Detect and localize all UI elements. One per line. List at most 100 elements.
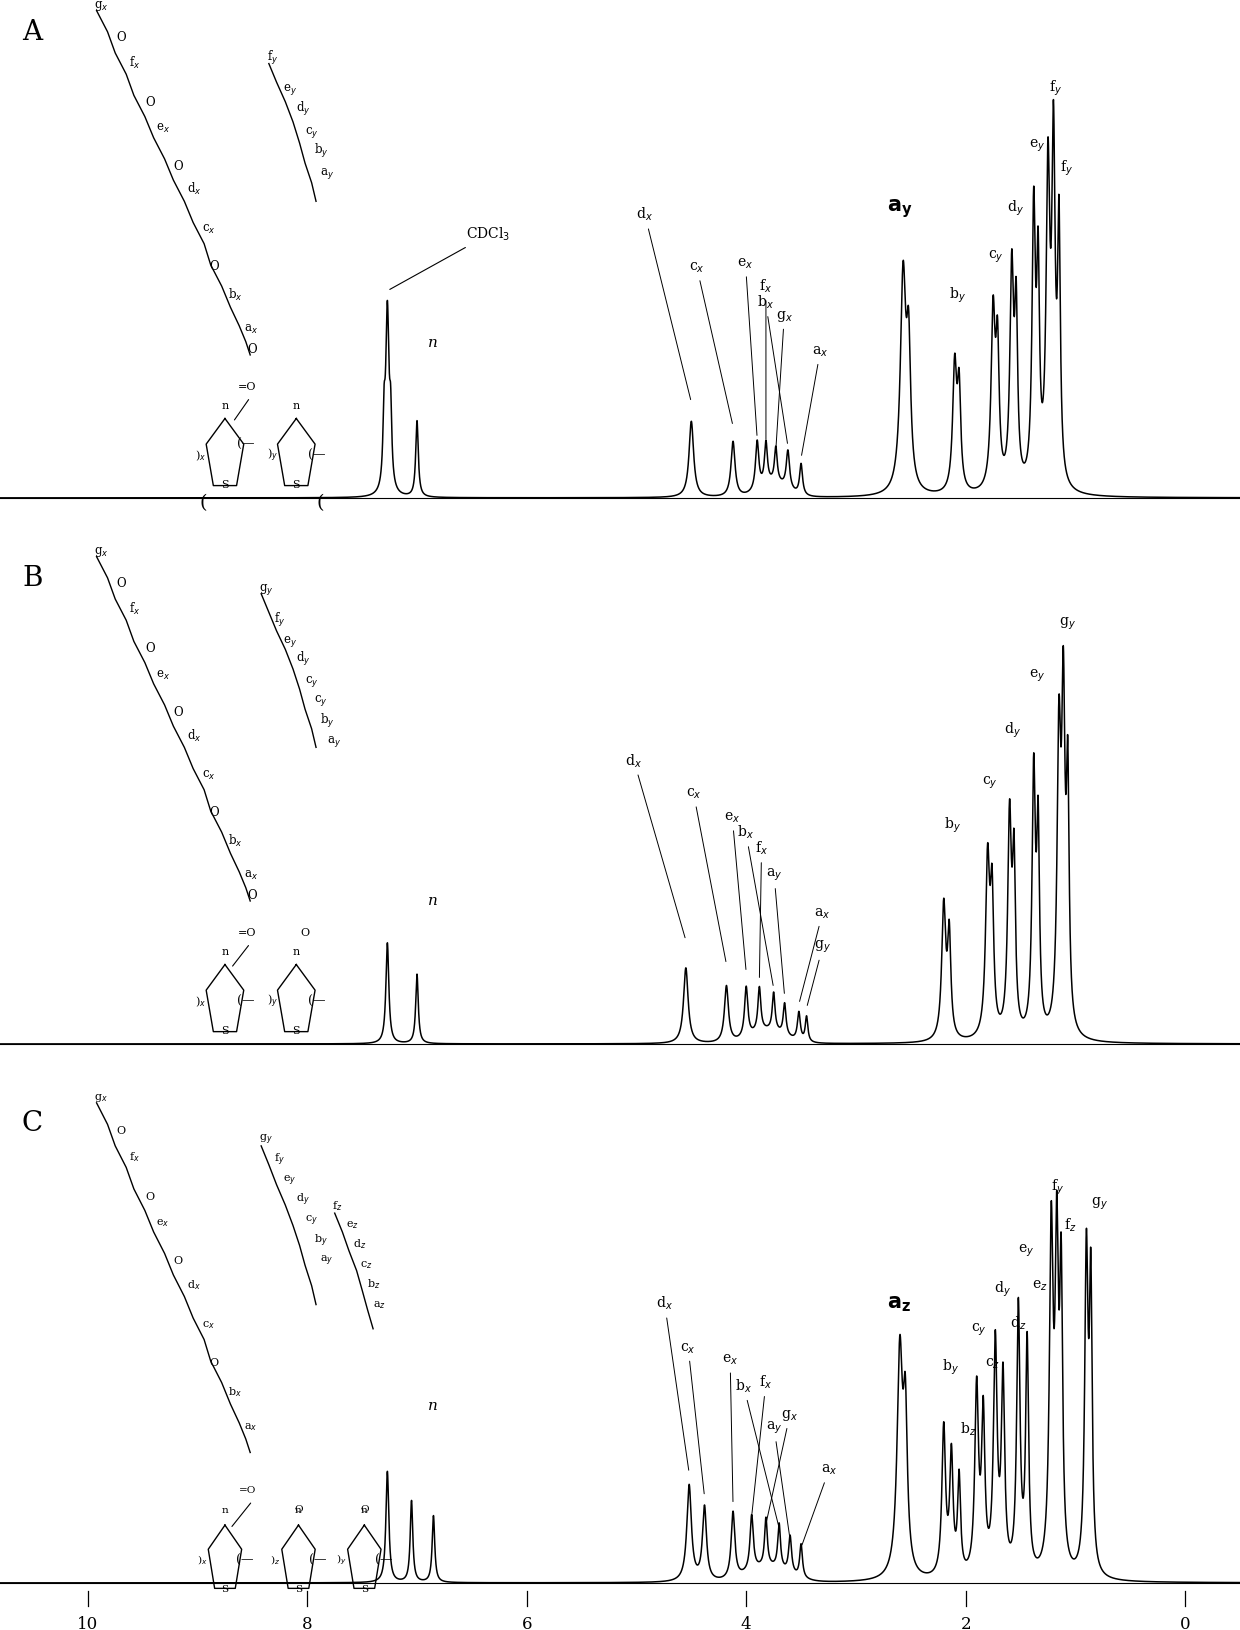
Text: c$_y$: c$_y$ xyxy=(987,249,1003,266)
Text: e$_y$: e$_y$ xyxy=(1029,137,1045,153)
Text: c$_y$: c$_y$ xyxy=(971,1322,987,1338)
Text: g$_y$: g$_y$ xyxy=(1091,1196,1107,1213)
Text: e$_x$: e$_x$ xyxy=(156,668,170,681)
Text: d$_x$: d$_x$ xyxy=(636,205,691,399)
Text: O: O xyxy=(300,927,310,937)
Text: =O: =O xyxy=(238,381,257,391)
Text: d$_y$: d$_y$ xyxy=(296,1192,310,1208)
Text: 4: 4 xyxy=(740,1617,751,1630)
Text: c$_z$: c$_z$ xyxy=(986,1356,1001,1371)
Text: f$_y$: f$_y$ xyxy=(1052,1177,1064,1196)
Text: f$_x$: f$_x$ xyxy=(755,839,768,978)
Text: g$_y$: g$_y$ xyxy=(807,939,831,1006)
Text: f$_y$: f$_y$ xyxy=(274,611,285,629)
Text: )$_y$: )$_y$ xyxy=(267,993,278,1011)
Text: a$_y$: a$_y$ xyxy=(320,166,335,181)
Text: A: A xyxy=(22,20,42,46)
Text: O: O xyxy=(210,261,218,274)
Text: O: O xyxy=(174,1257,182,1267)
Text: n: n xyxy=(221,401,228,411)
Text: B: B xyxy=(22,566,42,592)
Text: c$_y$: c$_y$ xyxy=(305,1214,319,1227)
Text: f$_y$: f$_y$ xyxy=(1049,78,1063,98)
Text: d$_y$: d$_y$ xyxy=(296,101,311,119)
Text: $\mathbf{a_z}$: $\mathbf{a_z}$ xyxy=(887,1294,910,1314)
Text: c$_y$: c$_y$ xyxy=(982,776,998,792)
Text: a$_y$: a$_y$ xyxy=(320,1253,334,1268)
Text: f$_x$: f$_x$ xyxy=(759,277,773,440)
Text: n: n xyxy=(293,947,300,957)
Text: e$_x$: e$_x$ xyxy=(722,1353,738,1501)
Text: 0: 0 xyxy=(1179,1617,1190,1630)
Text: 10: 10 xyxy=(77,1617,98,1630)
Text: c$_x$: c$_x$ xyxy=(686,787,725,962)
Text: O: O xyxy=(210,807,218,820)
Text: $\mathbf{a_y}$: $\mathbf{a_y}$ xyxy=(887,197,913,220)
Text: n: n xyxy=(428,1399,438,1413)
Text: a$_x$: a$_x$ xyxy=(801,344,828,455)
Text: f$_x$: f$_x$ xyxy=(129,1151,140,1164)
Text: =O: =O xyxy=(239,1485,257,1495)
Text: b$_x$: b$_x$ xyxy=(228,287,243,303)
Text: (—: (— xyxy=(237,438,254,452)
Text: g$_y$: g$_y$ xyxy=(259,1133,273,1148)
Text: a$_y$: a$_y$ xyxy=(766,867,785,993)
Text: (—: (— xyxy=(374,1553,392,1566)
Text: n: n xyxy=(222,1506,228,1514)
Text: O: O xyxy=(210,1358,218,1369)
Text: f$_z$: f$_z$ xyxy=(332,1200,343,1213)
Text: ppm: ppm xyxy=(600,1627,640,1630)
Text: (—: (— xyxy=(237,996,254,1007)
Text: O: O xyxy=(248,890,257,903)
Text: a$_y$: a$_y$ xyxy=(766,1420,790,1537)
Text: )$_y$: )$_y$ xyxy=(336,1553,347,1568)
Text: b$_y$: b$_y$ xyxy=(949,285,966,305)
Text: b$_z$: b$_z$ xyxy=(960,1421,976,1438)
Text: c$_x$: c$_x$ xyxy=(689,261,733,424)
Text: O: O xyxy=(145,642,155,655)
Text: f$_y$: f$_y$ xyxy=(274,1151,285,1167)
Text: 2: 2 xyxy=(960,1617,971,1630)
Text: O: O xyxy=(145,96,155,109)
Text: O: O xyxy=(115,577,125,590)
Text: e$_y$: e$_y$ xyxy=(283,1174,296,1188)
Text: d$_x$: d$_x$ xyxy=(186,727,201,743)
Text: e$_y$: e$_y$ xyxy=(1029,668,1045,685)
Text: d$_y$: d$_y$ xyxy=(994,1280,1011,1299)
Text: S: S xyxy=(221,481,228,491)
Text: (—: (— xyxy=(236,1553,253,1566)
Text: O: O xyxy=(172,706,182,719)
Text: S: S xyxy=(295,1586,303,1594)
Text: (—: (— xyxy=(309,996,326,1007)
Text: b$_y$: b$_y$ xyxy=(314,1232,327,1249)
Text: g$_x$: g$_x$ xyxy=(94,1092,108,1104)
Text: O: O xyxy=(115,31,125,44)
Text: a$_x$: a$_x$ xyxy=(800,906,831,1001)
Text: g$_x$: g$_x$ xyxy=(776,308,792,447)
Text: b$_x$: b$_x$ xyxy=(228,833,243,849)
Text: b$_x$: b$_x$ xyxy=(758,293,787,443)
Text: g$_x$: g$_x$ xyxy=(766,1408,799,1521)
Text: b$_x$: b$_x$ xyxy=(735,1377,779,1526)
Text: n: n xyxy=(428,893,438,908)
Text: a$_x$: a$_x$ xyxy=(243,869,258,882)
Text: )$_x$: )$_x$ xyxy=(196,448,206,463)
Text: b$_x$: b$_x$ xyxy=(228,1386,242,1399)
Text: e$_z$: e$_z$ xyxy=(1032,1278,1047,1293)
Text: (: ( xyxy=(316,494,324,512)
Text: f$_x$: f$_x$ xyxy=(129,601,141,618)
Text: e$_x$: e$_x$ xyxy=(156,122,170,135)
Text: =O: =O xyxy=(238,927,257,937)
Text: f$_z$: f$_z$ xyxy=(1064,1216,1078,1234)
Text: f$_y$: f$_y$ xyxy=(267,49,278,67)
Text: S: S xyxy=(293,481,300,491)
Text: )$_y$: )$_y$ xyxy=(267,447,278,465)
Text: f$_x$: f$_x$ xyxy=(129,55,141,72)
Text: d$_y$: d$_y$ xyxy=(1007,199,1024,217)
Text: f$_x$: f$_x$ xyxy=(751,1374,773,1513)
Text: e$_x$: e$_x$ xyxy=(156,1218,169,1229)
Text: e$_y$: e$_y$ xyxy=(1018,1244,1034,1260)
Text: e$_y$: e$_y$ xyxy=(283,634,298,649)
Text: c$_x$: c$_x$ xyxy=(202,769,216,782)
Text: c$_z$: c$_z$ xyxy=(360,1258,372,1271)
